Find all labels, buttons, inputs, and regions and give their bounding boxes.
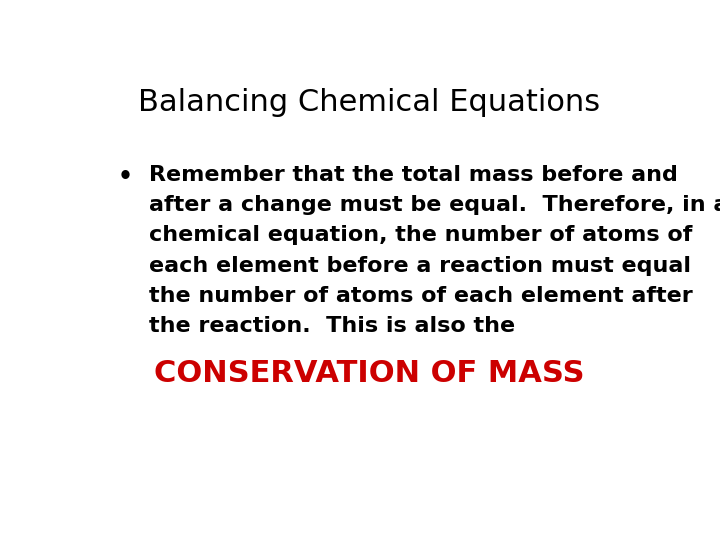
Text: after a change must be equal.  Therefore, in a: after a change must be equal. Therefore,… [148,195,720,215]
Text: Balancing Chemical Equations: Balancing Chemical Equations [138,87,600,117]
Text: CONSERVATION OF MASS: CONSERVATION OF MASS [154,359,584,388]
Text: chemical equation, the number of atoms of: chemical equation, the number of atoms o… [148,225,692,245]
Text: Remember that the total mass before and: Remember that the total mass before and [148,165,678,185]
Text: •: • [118,165,133,188]
Text: each element before a reaction must equal: each element before a reaction must equa… [148,255,690,275]
Text: the reaction.  This is also the: the reaction. This is also the [148,316,515,336]
Text: the number of atoms of each element after: the number of atoms of each element afte… [148,286,693,306]
